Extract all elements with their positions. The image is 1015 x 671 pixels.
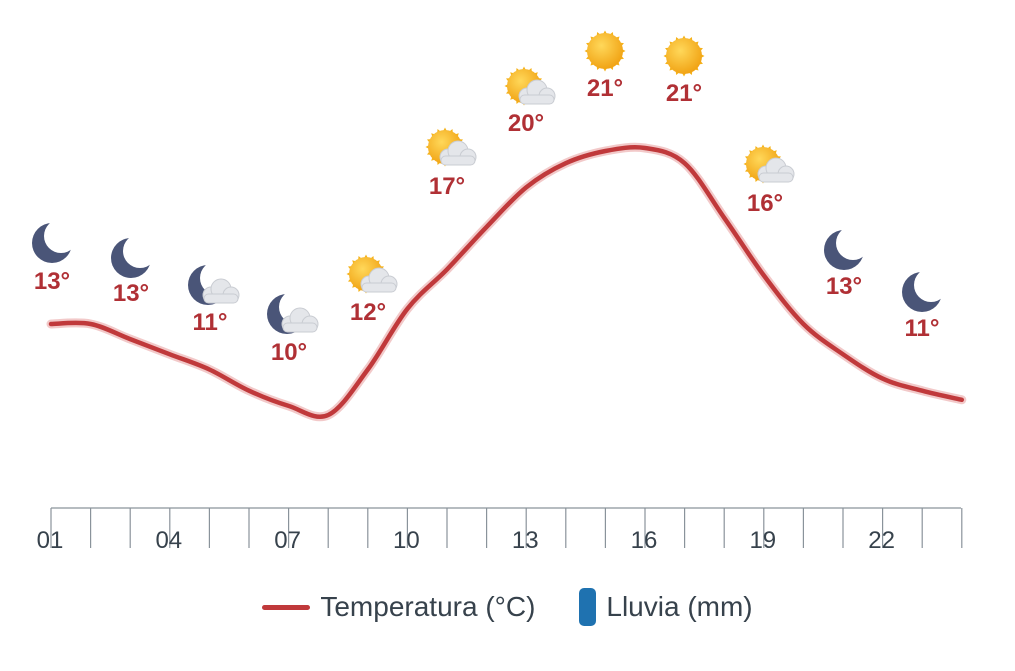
temperature-label: 13° (113, 280, 149, 307)
moon-icon (111, 238, 151, 278)
legend-item-rain[interactable]: Lluvia (mm) (579, 588, 753, 626)
x-tick-label: 22 (868, 527, 895, 554)
x-tick-label: 10 (393, 527, 420, 554)
temperature-label: 20° (508, 110, 544, 137)
legend-temperature-label: Temperatura (°C) (320, 591, 536, 622)
temperature-label: 16° (747, 190, 783, 217)
sun-cloud-icon (346, 254, 398, 294)
temperature-label: 21° (587, 75, 623, 102)
sun-cloud-icon (504, 66, 556, 106)
x-tick-label: 16 (631, 527, 658, 554)
x-tick-label: 19 (749, 527, 776, 554)
temperature-label: 13° (34, 268, 70, 295)
temperature-label: 10° (271, 339, 307, 366)
legend-item-temperature[interactable]: Temperatura (°C) (262, 591, 535, 623)
legend-temperature-swatch (262, 604, 311, 610)
sun-cloud-icon (743, 144, 795, 184)
legend-rain-label: Lluvia (mm) (606, 591, 753, 622)
temperature-label: 11° (193, 309, 228, 336)
temperature-label: 11° (905, 315, 940, 342)
x-tick-label: 07 (274, 527, 301, 554)
sun-cloud-icon (425, 127, 477, 167)
temperature-label: 13° (826, 273, 862, 300)
legend-rain-swatch (579, 588, 597, 626)
moon-icon (824, 230, 864, 270)
chart-legend: Temperatura (°C) Lluvia (mm) (0, 588, 1015, 626)
temperature-label: 12° (350, 299, 386, 326)
x-tick-label: 04 (155, 527, 182, 554)
moon-cloud-icon (267, 294, 319, 334)
temperature-labels-layer: 13° 13° 11° 10° 12° 17° 20° 21° 21° 16° 13° 11° (34, 75, 940, 366)
moon-icon (32, 223, 72, 263)
x-tick-label: 01 (37, 527, 64, 554)
x-tick-label: 13 (512, 527, 539, 554)
sun-icon (584, 30, 626, 72)
temperature-line (48, 145, 965, 419)
temperature-line-layer (46, 142, 967, 422)
weather-icons-layer (32, 30, 942, 334)
moon-icon (902, 272, 942, 312)
x-axis: 01 04 07 10 13 16 19 22 (37, 507, 963, 554)
sun-icon (663, 35, 705, 77)
temperature-label: 21° (666, 80, 702, 107)
temperature-chart: 13° 13°11°10°12°17°20°21° 21°16°13°11° 01 0… (32, 30, 967, 554)
temperature-label: 17° (429, 173, 465, 200)
moon-cloud-icon (188, 265, 240, 305)
